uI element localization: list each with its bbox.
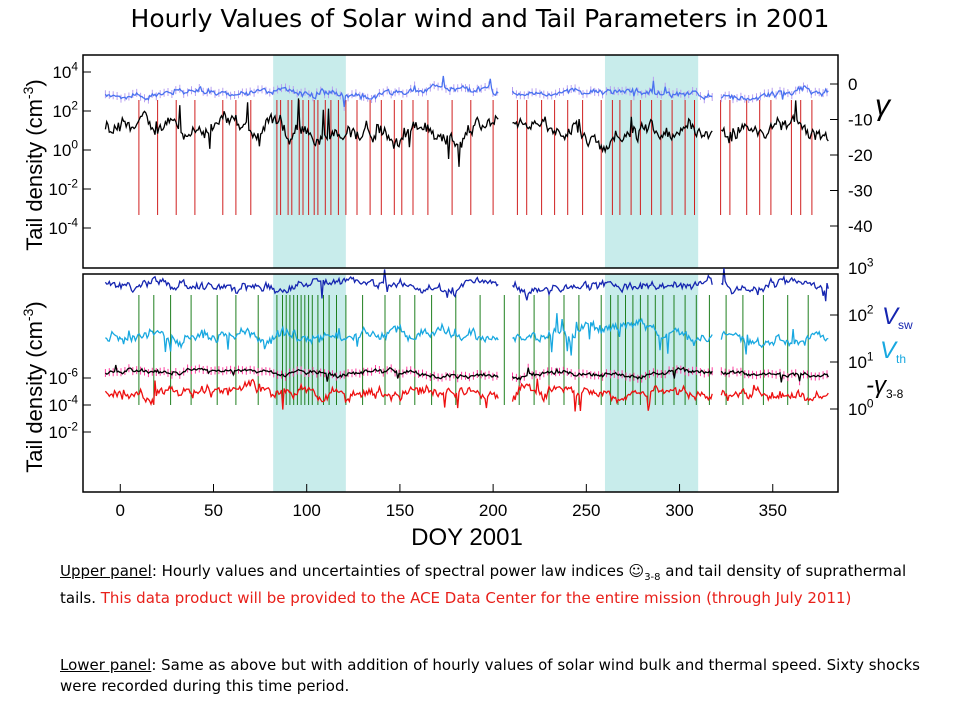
x-axis-label: DOY 2001	[411, 524, 523, 551]
upper-panel: 10-4 10-2 100 102 104 0 -10 -20 -30 -40 γ Tail dens…	[20, 54, 892, 269]
lower-y-axis-label: Tail density (cm-3)	[20, 301, 47, 472]
x-tick-label-0: 0	[116, 501, 125, 520]
lower-right-tick-label-2: 102	[848, 302, 874, 325]
lower-caption: Lower panel: Same as above but with addi…	[60, 655, 920, 697]
vsw-label: Vsw	[882, 303, 913, 332]
vth-series-line-2	[720, 329, 829, 355]
lower-left-tick-label-2: 10-2	[49, 419, 79, 442]
lower-shaded-interval-1	[604, 274, 699, 492]
lower-density-series-line-1	[511, 378, 713, 412]
lower-gamma-series-line-2	[720, 369, 829, 383]
upper-caption-label: Upper panel	[60, 562, 152, 580]
upper-density-series-line-0	[104, 98, 499, 167]
upper-y-axis-label: Tail density (cm-3)	[20, 79, 47, 250]
upper-left-tick-label-2: 100	[52, 137, 78, 160]
upper-shock-lines	[138, 100, 813, 215]
x-tick-label-6: 300	[665, 501, 693, 520]
lower-left-tick-label-1: 10-4	[49, 392, 79, 415]
x-tick-label-2: 100	[293, 501, 321, 520]
upper-plot-frame	[82, 54, 839, 269]
vth-series-line-0	[105, 322, 499, 353]
x-tick-label-1: 50	[204, 501, 223, 520]
x-tick-label-3: 150	[386, 501, 414, 520]
upper-left-tick-label-0: 10-4	[49, 215, 79, 238]
upper-right-tick-label-3: -30	[848, 182, 873, 201]
lower-gamma-series-line-1	[511, 366, 713, 381]
vsw-series-line-1	[512, 274, 713, 301]
lower-right-tick-label-1: 101	[848, 349, 874, 372]
page-title: Hourly Values of Solar wind and Tail Par…	[130, 4, 830, 33]
lower-panel: 10-6 10-4 10-2 100 101 102 103 0 50 100 150 200 250 3…	[20, 255, 913, 551]
lower-caption-text: : Same as above but with addition of hou…	[60, 656, 920, 695]
upper-gamma-series-line-1	[511, 80, 713, 101]
x-tick-label-4: 200	[479, 501, 507, 520]
upper-right-tick-label-2: -20	[848, 146, 873, 165]
lower-density-series-line-0	[104, 378, 499, 410]
lower-plot-frame	[82, 273, 839, 493]
upper-gamma-series-line-0	[104, 75, 499, 107]
x-tick-label-5: 250	[572, 501, 600, 520]
vth-series-line-1	[512, 313, 713, 356]
upper-caption-text: : Hourly values and uncertainties of spe…	[151, 562, 629, 580]
lower-left-tick-label-0: 10-6	[49, 365, 79, 388]
upper-density-series-line-2	[720, 100, 829, 144]
vsw-series-line-2	[720, 268, 829, 302]
lower-shock-lines	[138, 295, 809, 405]
upper-left-tick-label-1: 10-2	[49, 176, 79, 199]
upper-caption-subscript: 3-8	[644, 572, 661, 583]
upper-right-tick-label-0: 0	[848, 75, 857, 94]
lower-shaded-interval-0	[273, 274, 346, 492]
vsw-series-line-0	[104, 269, 499, 299]
gamma-3-8-label: -γ3-8	[866, 372, 904, 401]
vth-label: Vth	[880, 337, 906, 366]
upper-caption-red-text: This data product will be provided to th…	[100, 589, 852, 607]
x-tick-label-7: 350	[759, 501, 787, 520]
upper-caption: Upper panel: Hourly values and uncertain…	[60, 561, 920, 609]
solar-wind-figure: 10-4 10-2 100 102 104 0 -10 -20 -30 -40 γ Tail dens…	[20, 54, 913, 551]
lower-caption-label: Lower panel	[60, 656, 152, 674]
lower-gamma-series-line-0	[104, 364, 499, 382]
upper-left-tick-label-3: 102	[52, 98, 78, 121]
gamma-symbol-icon: ☺	[628, 562, 645, 580]
upper-gamma-series-line-2	[720, 85, 829, 101]
upper-shaded-interval-0	[273, 55, 346, 268]
upper-right-tick-label-4: -40	[848, 217, 873, 236]
upper-left-tick-label-4: 104	[52, 59, 78, 82]
upper-gamma-label: γ	[875, 89, 892, 122]
upper-caption-text-after: and tail density of suprathermal tails.	[60, 562, 907, 607]
upper-right-tick-label-1: -10	[848, 111, 873, 130]
lower-right-tick-label-0: 100	[848, 396, 874, 419]
upper-density-series-line-1	[512, 116, 713, 155]
lower-density-series-line-2	[720, 384, 829, 402]
lower-right-tick-label-3: 103	[848, 255, 874, 278]
